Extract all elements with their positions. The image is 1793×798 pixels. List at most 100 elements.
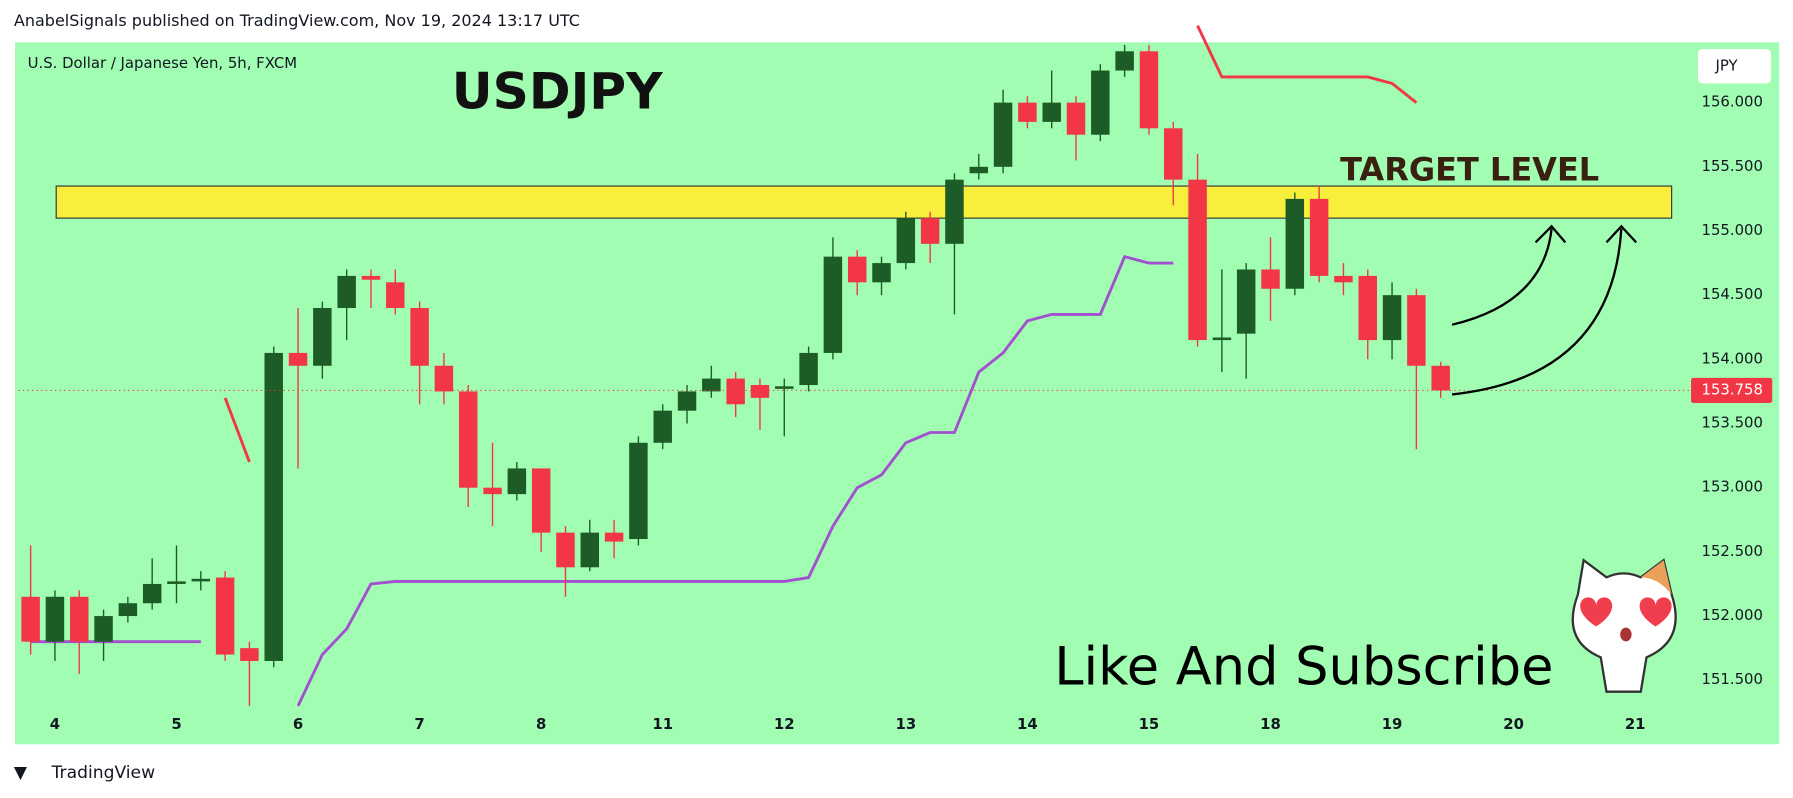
candle-body — [70, 596, 89, 642]
footer-brand: TradingView — [51, 763, 155, 783]
x-tick-label: 19 — [1382, 715, 1403, 733]
candle-body — [1261, 269, 1280, 289]
candle-body — [1334, 275, 1353, 283]
candle-body — [1164, 128, 1183, 180]
candle-body — [1309, 198, 1329, 276]
candle-body — [483, 487, 502, 495]
candle-body — [142, 583, 162, 604]
candle-body — [337, 275, 356, 308]
y-tick-label: 153.000 — [1702, 478, 1763, 496]
candle-body — [1018, 102, 1037, 122]
candle-body — [264, 352, 283, 661]
candle-body — [993, 102, 1013, 167]
candle-body — [118, 603, 138, 617]
target-label: TARGET LEVEL — [1340, 150, 1599, 188]
candle-body — [1431, 365, 1450, 391]
target-zone — [55, 185, 1673, 219]
indicator-line — [30, 254, 1174, 707]
currency-label: JPY — [1714, 56, 1738, 74]
x-tick-label: 5 — [171, 715, 181, 733]
x-tick-label: 15 — [1139, 715, 1160, 733]
y-tick-label: 154.500 — [1702, 285, 1763, 303]
x-tick-label: 14 — [1017, 715, 1038, 733]
candle-body — [945, 179, 964, 244]
candle-body — [191, 578, 211, 582]
candle-body — [1139, 51, 1159, 129]
cat-sticker — [1571, 558, 1677, 693]
candle-body — [1188, 179, 1207, 341]
candle-body — [1358, 275, 1377, 341]
candle-body — [1382, 295, 1402, 341]
candle-body — [94, 616, 113, 642]
logo: ▼ — [14, 763, 28, 783]
y-tick-label: 151.500 — [1702, 670, 1763, 688]
candle-body — [872, 263, 891, 283]
candle-body — [896, 218, 916, 264]
chart-background — [15, 42, 1780, 745]
y-tick-label: 156.000 — [1702, 93, 1763, 111]
x-tick-label: 6 — [293, 715, 303, 733]
candle-body — [240, 648, 259, 661]
x-tick-label: 11 — [652, 715, 673, 733]
candle-body — [677, 391, 697, 411]
x-tick-label: 18 — [1260, 715, 1281, 733]
x-tick-label: 20 — [1503, 715, 1524, 733]
arrow — [1452, 228, 1623, 396]
candle-body — [1285, 198, 1305, 289]
candle-body — [215, 577, 235, 655]
y-tick-label: 155.500 — [1702, 157, 1763, 175]
currency-box — [1697, 49, 1772, 84]
candle-body — [167, 581, 186, 584]
arrows — [1451, 224, 1638, 396]
candle-body — [1091, 70, 1110, 135]
candle-body — [1236, 269, 1256, 334]
y-tick-label: 154.000 — [1702, 349, 1763, 367]
x-tick-label: 12 — [774, 715, 795, 733]
candle-body — [531, 468, 551, 533]
candle-body — [1042, 102, 1061, 122]
candle-body — [847, 256, 867, 283]
candle-body — [21, 596, 40, 642]
plot: 151.500 152.000 152.500 153.000 153.500 154.0… — [18, 25, 1763, 733]
x-tick-label: 7 — [414, 715, 424, 733]
candle-body — [288, 352, 308, 366]
x-tick-label: 21 — [1625, 715, 1646, 733]
candle-body — [410, 307, 429, 366]
candle-body — [750, 385, 770, 398]
indicator-line — [223, 25, 1418, 463]
candle-body — [604, 532, 624, 542]
candle-body — [556, 532, 575, 568]
publish-header: AnabelSignals published on TradingView.c… — [14, 11, 580, 30]
y-tick-label: 153.500 — [1702, 414, 1763, 432]
candle-body — [313, 307, 332, 366]
price-tag-label: 153.758 — [1702, 380, 1763, 398]
x-tick-label: 4 — [50, 715, 60, 733]
y-tick-label: 152.000 — [1702, 606, 1763, 624]
candle-body — [434, 365, 454, 392]
symbol-info: U.S. Dollar / Japanese Yen, 5h, FXCM — [28, 54, 297, 72]
y-tick-label: 155.000 — [1702, 221, 1763, 239]
candle-body — [507, 468, 527, 495]
x-tick-label: 13 — [895, 715, 916, 733]
candle-body — [386, 282, 405, 308]
arrow — [1451, 228, 1553, 326]
candle-body — [629, 442, 648, 540]
arrow-head — [1534, 224, 1567, 244]
candle-body — [775, 386, 794, 389]
candle-body — [1066, 102, 1086, 135]
candle-body — [1212, 337, 1232, 341]
candle-body — [1115, 51, 1134, 71]
candle-body — [653, 410, 672, 443]
cta-text: Like And Subscribe — [1054, 637, 1553, 698]
price-tag — [1691, 377, 1773, 403]
candle-body — [1407, 295, 1426, 366]
candle-body — [702, 378, 721, 392]
arrow-head — [1605, 224, 1638, 244]
candle-body — [823, 256, 843, 353]
candle-body — [361, 275, 381, 280]
candle-body — [45, 596, 65, 642]
x-tick-label: 8 — [536, 715, 546, 733]
candle-body — [920, 218, 940, 244]
y-tick-label: 152.500 — [1702, 542, 1763, 560]
